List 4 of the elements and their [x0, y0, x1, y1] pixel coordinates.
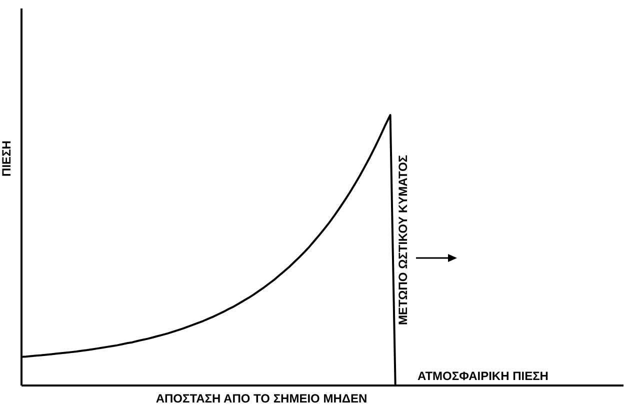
- annotation: ΑΤΜΟΣΦΑΙΡΙΚΗ ΠΙΕΣΗ: [418, 369, 548, 383]
- y-axis-title: ΠΙΕΣΗ: [0, 140, 14, 176]
- x-axis-title: ΑΠΟΣΤΑΣΗ ΑΠΟ ΤΟ ΣΗΜΕΙΟ ΜΗΔΕΝ: [156, 392, 368, 406]
- annotation: ΜΕΤΩΠΟ ΩΣΤΙΚΟΥ ΚΥΜΑΤΟΣ: [396, 155, 410, 325]
